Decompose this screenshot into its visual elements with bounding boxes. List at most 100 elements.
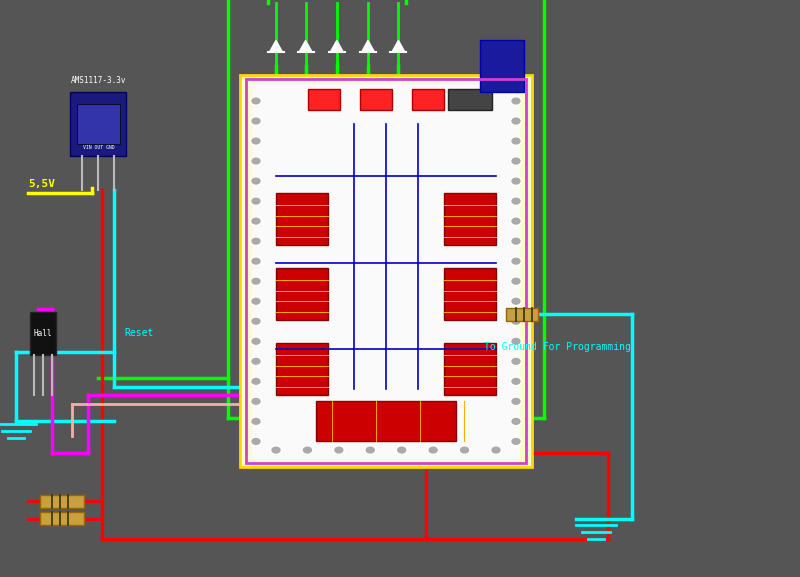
Circle shape — [252, 198, 260, 204]
Circle shape — [250, 177, 262, 185]
Circle shape — [512, 418, 520, 424]
Bar — [246, 79, 526, 463]
Text: To Ground For Programming: To Ground For Programming — [484, 342, 631, 352]
Circle shape — [512, 278, 520, 284]
Circle shape — [365, 446, 376, 454]
Circle shape — [512, 118, 520, 124]
Circle shape — [510, 217, 522, 225]
Circle shape — [335, 447, 343, 453]
Circle shape — [512, 238, 520, 244]
Circle shape — [272, 447, 280, 453]
Circle shape — [510, 277, 522, 285]
Circle shape — [510, 297, 522, 305]
Circle shape — [252, 399, 260, 404]
Bar — [276, 268, 328, 320]
Circle shape — [252, 238, 260, 244]
Circle shape — [512, 399, 520, 404]
Bar — [444, 193, 496, 245]
Bar — [480, 40, 524, 92]
Circle shape — [512, 298, 520, 304]
Polygon shape — [330, 40, 343, 52]
Circle shape — [334, 446, 345, 454]
Circle shape — [252, 158, 260, 164]
Circle shape — [429, 447, 437, 453]
Circle shape — [252, 258, 260, 264]
Circle shape — [510, 117, 522, 125]
Circle shape — [510, 357, 522, 365]
Polygon shape — [270, 40, 282, 52]
Text: AMS1117-3.3v: AMS1117-3.3v — [70, 76, 126, 85]
Bar — [70, 92, 126, 156]
Circle shape — [510, 237, 522, 245]
Circle shape — [250, 317, 262, 325]
Circle shape — [250, 237, 262, 245]
Circle shape — [250, 157, 262, 165]
Circle shape — [250, 197, 262, 205]
Bar — [30, 312, 56, 355]
Text: Reset: Reset — [124, 328, 154, 338]
Bar — [240, 75, 532, 467]
Circle shape — [250, 97, 262, 105]
Circle shape — [510, 317, 522, 325]
Circle shape — [510, 177, 522, 185]
Circle shape — [512, 138, 520, 144]
Circle shape — [512, 198, 520, 204]
Circle shape — [512, 178, 520, 184]
Circle shape — [490, 446, 502, 454]
Polygon shape — [362, 40, 374, 52]
Circle shape — [252, 278, 260, 284]
Bar — [276, 193, 328, 245]
Circle shape — [250, 137, 262, 145]
Circle shape — [252, 358, 260, 364]
Bar — [308, 89, 340, 110]
Circle shape — [303, 447, 311, 453]
Bar — [444, 343, 496, 395]
Bar — [316, 401, 456, 441]
Bar — [252, 84, 520, 459]
Circle shape — [512, 319, 520, 324]
Circle shape — [250, 337, 262, 345]
Circle shape — [250, 277, 262, 285]
Circle shape — [302, 446, 313, 454]
Circle shape — [252, 98, 260, 104]
Circle shape — [252, 178, 260, 184]
Circle shape — [366, 447, 374, 453]
Circle shape — [427, 446, 438, 454]
Circle shape — [252, 218, 260, 224]
Bar — [444, 268, 496, 320]
Circle shape — [510, 157, 522, 165]
Circle shape — [270, 446, 282, 454]
Circle shape — [512, 158, 520, 164]
Circle shape — [250, 117, 262, 125]
Circle shape — [459, 446, 470, 454]
Circle shape — [250, 297, 262, 305]
Bar — [506, 308, 538, 321]
Circle shape — [252, 118, 260, 124]
Bar — [360, 89, 392, 110]
Circle shape — [252, 138, 260, 144]
Circle shape — [512, 379, 520, 384]
Circle shape — [510, 417, 522, 425]
Circle shape — [252, 418, 260, 424]
Circle shape — [252, 379, 260, 384]
Bar — [412, 89, 444, 110]
Text: 5,5V: 5,5V — [28, 179, 55, 189]
Circle shape — [250, 417, 262, 425]
Bar — [276, 343, 328, 395]
Circle shape — [510, 97, 522, 105]
Circle shape — [250, 377, 262, 385]
Bar — [40, 512, 84, 525]
Circle shape — [492, 447, 500, 453]
Circle shape — [252, 319, 260, 324]
Circle shape — [396, 446, 407, 454]
Circle shape — [252, 338, 260, 344]
Bar — [448, 89, 492, 110]
Text: VIN OUT GND: VIN OUT GND — [82, 145, 114, 150]
Circle shape — [510, 337, 522, 345]
Bar — [40, 495, 84, 508]
Circle shape — [461, 447, 469, 453]
Bar — [77, 104, 120, 144]
Circle shape — [250, 257, 262, 265]
Circle shape — [250, 217, 262, 225]
Circle shape — [510, 197, 522, 205]
